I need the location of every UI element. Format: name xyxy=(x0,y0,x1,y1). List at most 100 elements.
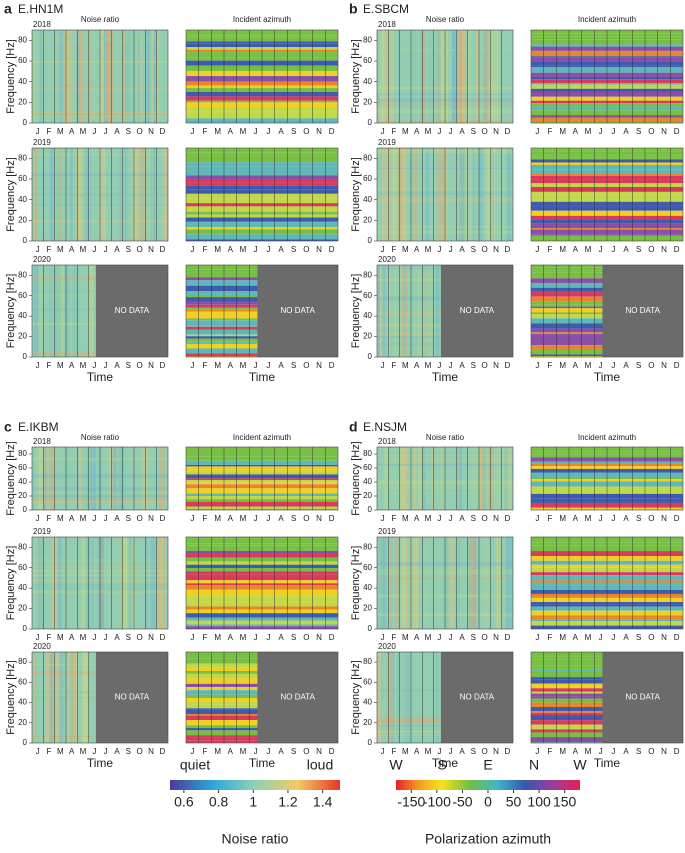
panel-letter: d xyxy=(349,419,358,435)
noise-texture xyxy=(421,30,425,123)
month-label: F xyxy=(47,514,52,523)
y-axis-label: Frequency [Hz] xyxy=(5,660,17,735)
year-label: 2019 xyxy=(378,138,396,147)
month-label: J xyxy=(611,633,615,642)
month-label: J xyxy=(254,747,258,756)
month-label: A xyxy=(114,633,120,642)
month-label: A xyxy=(228,633,234,642)
year-label: 2018 xyxy=(378,20,396,29)
month-label: O xyxy=(482,633,488,642)
month-label: M xyxy=(585,633,592,642)
month-label: J xyxy=(92,633,96,642)
noise-texture xyxy=(76,30,80,123)
station-name: E.NSJM xyxy=(363,420,407,434)
month-label: A xyxy=(459,633,465,642)
month-label: A xyxy=(414,361,420,370)
month-label: F xyxy=(392,127,397,136)
y-axis-label: Frequency [Hz] xyxy=(350,441,362,516)
direction-label: W xyxy=(389,757,403,773)
noise-texture xyxy=(489,30,493,123)
month-label: M xyxy=(80,514,87,523)
month-label: D xyxy=(674,245,680,254)
month-label: S xyxy=(471,361,476,370)
noise-texture xyxy=(146,30,150,123)
month-label: M xyxy=(585,747,592,756)
month-label: N xyxy=(148,361,154,370)
month-label: J xyxy=(92,514,96,523)
month-label: S xyxy=(291,633,296,642)
month-label: N xyxy=(316,361,322,370)
month-label: D xyxy=(329,514,335,523)
month-label: N xyxy=(661,361,667,370)
y-tick-label: 40 xyxy=(18,477,27,486)
month-label: N xyxy=(493,361,499,370)
month-label: S xyxy=(636,127,641,136)
month-label: F xyxy=(203,633,208,642)
month-label: A xyxy=(114,127,120,136)
y-tick-label: 0 xyxy=(23,352,28,361)
month-label: N xyxy=(316,245,322,254)
noise-texture xyxy=(459,447,463,510)
noise-texture xyxy=(139,30,141,123)
month-label: S xyxy=(291,747,296,756)
month-label: J xyxy=(611,514,615,523)
colorbar-tick-label: 1.2 xyxy=(278,794,298,810)
month-label: F xyxy=(548,514,553,523)
month-label: J xyxy=(437,514,441,523)
month-label: S xyxy=(471,514,476,523)
noise-texture xyxy=(32,30,38,123)
noise-texture xyxy=(472,447,476,510)
colorbar-end-label: quiet xyxy=(180,757,210,773)
panel-letter: b xyxy=(349,1,358,17)
month-label: F xyxy=(47,361,52,370)
month-label: M xyxy=(585,127,592,136)
month-label: S xyxy=(126,127,131,136)
month-label: N xyxy=(493,633,499,642)
colorbar-tick-label: 100 xyxy=(527,794,551,810)
month-label: D xyxy=(504,633,510,642)
noise-texture xyxy=(163,537,165,629)
month-label: J xyxy=(449,127,453,136)
colorbar-title: Polarization azimuth xyxy=(425,831,551,847)
y-tick-label: 80 xyxy=(363,270,372,279)
month-label: N xyxy=(493,245,499,254)
month-label: D xyxy=(329,633,335,642)
month-label: J xyxy=(254,633,258,642)
month-label: F xyxy=(47,245,52,254)
month-label: A xyxy=(69,747,75,756)
month-label: J xyxy=(266,747,270,756)
noise-texture xyxy=(401,447,406,510)
y-tick-label: 80 xyxy=(18,153,27,162)
month-label: M xyxy=(559,127,566,136)
month-label: J xyxy=(535,747,539,756)
month-label: M xyxy=(402,633,409,642)
colorbar xyxy=(170,780,340,790)
month-label: J xyxy=(254,361,258,370)
noise-texture xyxy=(40,30,42,123)
y-tick-label: 60 xyxy=(18,463,27,472)
month-label: A xyxy=(114,245,120,254)
month-label: J xyxy=(611,361,615,370)
colorbar-tick-label: 50 xyxy=(506,794,522,810)
noise-texture xyxy=(52,537,58,629)
noise-texture xyxy=(484,447,486,510)
month-label: D xyxy=(159,514,165,523)
month-label: M xyxy=(559,633,566,642)
month-label: S xyxy=(636,747,641,756)
month-label: A xyxy=(573,245,579,254)
noise-texture xyxy=(69,30,72,123)
month-label: D xyxy=(504,245,510,254)
month-label: N xyxy=(493,514,499,523)
month-label: A xyxy=(278,245,284,254)
month-label: N xyxy=(148,127,154,136)
month-label: F xyxy=(47,127,52,136)
month-label: J xyxy=(535,514,539,523)
month-label: F xyxy=(548,747,553,756)
month-label: F xyxy=(548,361,553,370)
month-label: M xyxy=(80,633,87,642)
month-label: F xyxy=(203,514,208,523)
month-label: D xyxy=(674,514,680,523)
y-tick-label: 20 xyxy=(18,491,27,500)
month-label: F xyxy=(203,127,208,136)
y-tick-label: 20 xyxy=(363,604,372,613)
